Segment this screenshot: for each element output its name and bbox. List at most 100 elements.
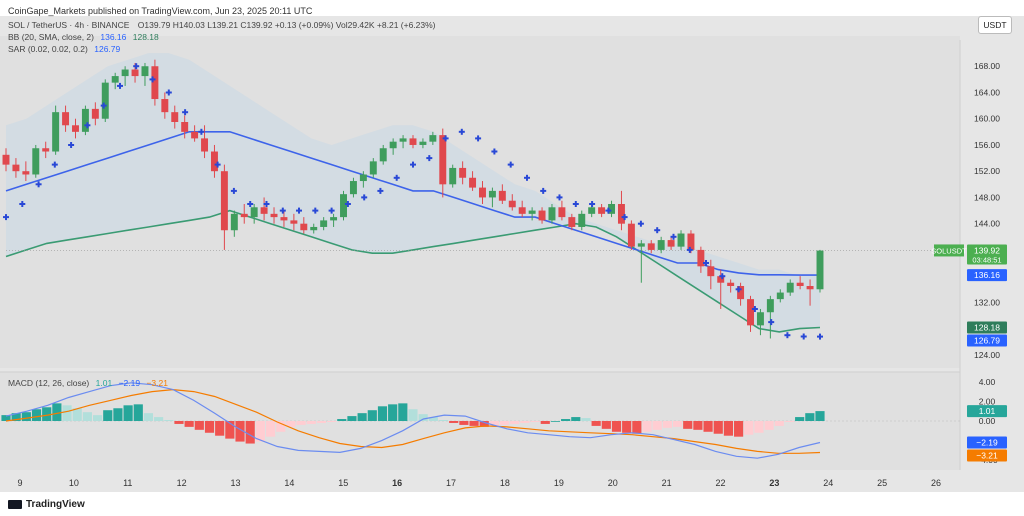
candle-body [558, 207, 566, 218]
macd-histogram-bar [174, 421, 184, 424]
candle-body [608, 204, 616, 214]
tradingview-logo[interactable]: TradingView [8, 499, 85, 510]
candle-body [340, 194, 347, 218]
candle-body [389, 141, 397, 149]
sar-point [247, 201, 254, 207]
macd-histogram-bar [347, 416, 357, 421]
candle-body [280, 217, 288, 221]
macd-line-value: −2.19 [118, 378, 141, 388]
macd-badge-value: −2.19 [976, 437, 998, 447]
macd-badge-bg [967, 436, 1007, 449]
sar-point [165, 89, 172, 96]
candle-body [538, 210, 546, 221]
macd-histogram-bar [357, 413, 367, 421]
macd-histogram-bar [204, 421, 215, 433]
x-axis-tick: 20 [608, 478, 618, 488]
sar-point [507, 161, 514, 168]
candle-body [201, 138, 209, 152]
sar-point [51, 161, 58, 168]
price-badge-value: 139.92 [974, 245, 1000, 255]
sar-point [524, 174, 530, 181]
sar-point [149, 76, 156, 83]
macd-histogram-bar [265, 421, 276, 437]
candle-body [469, 177, 477, 188]
macd-histogram-bar [194, 421, 204, 430]
candle-body [359, 174, 367, 182]
candle-body [131, 69, 139, 77]
x-axis-tick: 16 [392, 478, 402, 488]
macd-histogram-bar [418, 414, 428, 421]
macd-histogram-bar [398, 403, 408, 421]
x-axis-tick: 26 [931, 478, 941, 488]
candle-body [617, 204, 625, 224]
macd-histogram-bar [520, 421, 530, 423]
macd-histogram-bar [510, 421, 520, 424]
price-axis-tick: 152.00 [974, 166, 1000, 176]
sar-point [735, 286, 742, 293]
macd-histogram-bar [744, 421, 754, 435]
candle-body [121, 69, 129, 77]
bb-lower-value: 128.18 [132, 32, 159, 42]
x-axis-tick: 11 [123, 478, 132, 488]
sar-point [296, 207, 302, 214]
candle-body [210, 151, 218, 172]
candle-body [747, 299, 754, 326]
macd-histogram-bar [337, 419, 347, 421]
candle-body [568, 217, 576, 227]
candle-body [151, 66, 159, 100]
candle-body [12, 164, 20, 172]
candle-body [528, 210, 536, 214]
x-axis-tick: 23 [769, 478, 779, 488]
macd-histogram-bar [672, 421, 683, 427]
sar-point [540, 187, 547, 194]
sar-point [817, 333, 823, 340]
candle-body [310, 226, 318, 231]
macd-histogram-bar [784, 421, 795, 422]
macd-histogram-bar [683, 421, 693, 429]
candle-body [101, 82, 109, 119]
sar-point [182, 109, 189, 116]
candle-body [647, 243, 655, 250]
bollinger-band-fill [6, 53, 820, 332]
currency-button[interactable]: USDT [978, 16, 1012, 34]
publisher-line: CoinGape_Markets published on TradingVie… [8, 6, 313, 16]
sar-point [84, 122, 91, 129]
macd-histogram-bar [154, 417, 164, 421]
price-badge-value: 136.16 [974, 270, 1000, 280]
header-strip [0, 0, 1024, 16]
macd-histogram-bar [123, 405, 133, 421]
price-axis-tick: 156.00 [974, 140, 1000, 150]
sar-point [230, 187, 237, 194]
macd-histogram-bar [235, 421, 245, 442]
candle-body [320, 220, 328, 227]
macd-histogram-bar [11, 413, 21, 421]
candle-body [161, 99, 169, 113]
sar-point [410, 161, 416, 168]
sar-point [361, 194, 368, 201]
macd-histogram-bar [581, 418, 591, 421]
x-axis-tick: 12 [177, 478, 187, 488]
x-axis-tick: 24 [823, 478, 833, 488]
macd-histogram-bar [296, 421, 306, 425]
candle-body [409, 138, 417, 145]
tv-logo-icon [8, 500, 22, 509]
macd-histogram-bar [21, 412, 31, 421]
macd-histogram-bar [316, 421, 327, 423]
sar-point [670, 233, 677, 240]
macd-histogram-bar [215, 421, 225, 436]
sar-label: SAR (0.02, 0.02, 0.2) [8, 44, 88, 54]
macd-signal-line [5, 388, 821, 454]
candle-body [627, 223, 635, 247]
macd-histogram-bar [540, 421, 550, 424]
sar-point [458, 128, 465, 135]
macd-histogram-bar [601, 421, 611, 429]
macd-histogram-bar [306, 421, 316, 424]
macd-histogram-bar [662, 421, 672, 428]
candle-body [657, 240, 665, 250]
sar-point [312, 207, 319, 214]
footer-strip [0, 492, 1024, 516]
sar-point [572, 201, 579, 207]
price-axis-tick: 144.00 [974, 219, 1000, 229]
sar-point [377, 187, 384, 194]
